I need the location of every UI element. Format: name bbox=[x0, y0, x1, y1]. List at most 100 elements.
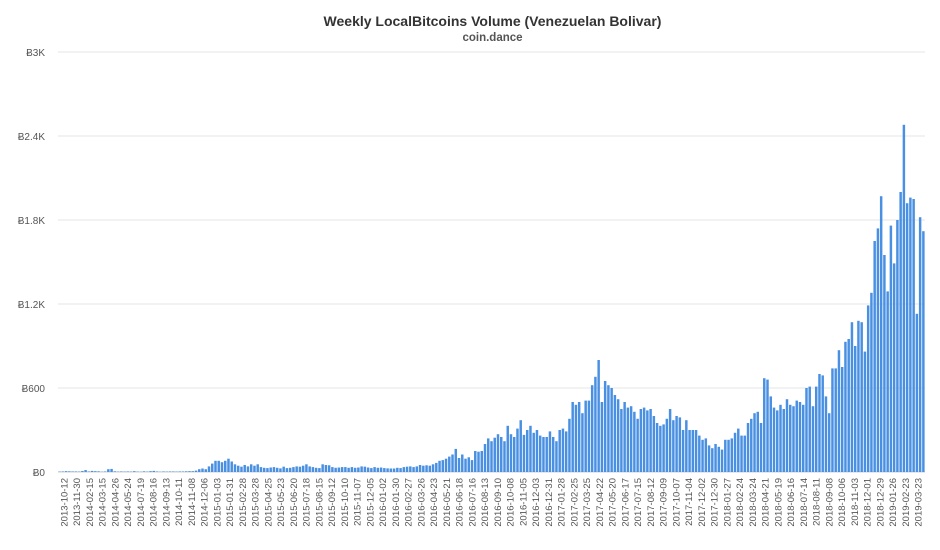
bar bbox=[227, 458, 230, 472]
bar bbox=[889, 225, 893, 472]
bar bbox=[464, 458, 467, 472]
bar bbox=[454, 448, 458, 472]
bar bbox=[665, 418, 669, 472]
bar bbox=[334, 467, 337, 472]
bar bbox=[879, 196, 883, 472]
bar bbox=[818, 374, 821, 472]
bar bbox=[685, 420, 688, 472]
bar bbox=[204, 469, 207, 472]
bar bbox=[500, 437, 503, 472]
bar bbox=[305, 464, 308, 472]
bar bbox=[61, 471, 65, 472]
x-tick-label: 2014-10-11 bbox=[174, 478, 185, 526]
bar bbox=[314, 467, 318, 472]
bar bbox=[909, 197, 912, 472]
bar bbox=[181, 471, 185, 472]
x-tick-label: 2014-08-16 bbox=[149, 478, 160, 527]
x-tick-label: 2014-02-15 bbox=[85, 478, 96, 527]
bar bbox=[691, 430, 695, 472]
bar bbox=[399, 468, 402, 472]
bar bbox=[451, 454, 454, 472]
bar bbox=[610, 388, 613, 472]
bar bbox=[477, 451, 480, 472]
x-tick-label: 2018-07-14 bbox=[799, 478, 810, 527]
bar bbox=[597, 360, 600, 472]
bar bbox=[811, 406, 815, 472]
bar bbox=[133, 471, 136, 472]
x-tick-label: 2016-09-10 bbox=[493, 478, 504, 527]
x-tick-label: 2015-05-23 bbox=[276, 478, 287, 527]
bar bbox=[636, 418, 639, 472]
bar bbox=[230, 461, 233, 472]
bar bbox=[337, 467, 341, 472]
bar bbox=[236, 465, 240, 472]
bar bbox=[74, 471, 78, 472]
bar bbox=[548, 431, 552, 472]
bar bbox=[435, 462, 438, 472]
bar bbox=[789, 404, 792, 472]
bar bbox=[840, 367, 844, 472]
x-tick-label: 2016-11-05 bbox=[518, 478, 529, 526]
bar bbox=[730, 438, 734, 472]
x-tick-label: 2017-06-17 bbox=[620, 478, 631, 527]
bar bbox=[688, 430, 691, 472]
x-tick-label: 2014-04-26 bbox=[110, 478, 121, 527]
bar bbox=[876, 228, 880, 472]
bar bbox=[561, 428, 565, 472]
bar bbox=[223, 460, 227, 472]
x-tick-label: 2016-05-21 bbox=[442, 478, 453, 527]
bar bbox=[516, 428, 519, 472]
bar bbox=[899, 192, 902, 472]
x-tick-label: 2016-03-26 bbox=[416, 478, 427, 527]
bar bbox=[743, 435, 747, 472]
bar bbox=[318, 468, 321, 472]
x-tick-label: 2018-12-01 bbox=[863, 478, 874, 527]
bar bbox=[152, 470, 156, 472]
bar bbox=[191, 471, 194, 472]
x-tick-label: 2017-07-15 bbox=[633, 478, 644, 527]
x-tick-label: 2019-01-26 bbox=[888, 478, 899, 527]
bar bbox=[107, 469, 110, 472]
x-tick-label: 2018-05-19 bbox=[773, 478, 784, 527]
bar bbox=[392, 468, 396, 472]
bar bbox=[269, 467, 272, 472]
bar bbox=[201, 468, 204, 472]
bar bbox=[525, 430, 529, 472]
y-tick-label: Ƀ600 bbox=[22, 384, 46, 395]
bar bbox=[363, 466, 367, 472]
bar bbox=[568, 418, 571, 472]
bar bbox=[172, 471, 175, 472]
bar bbox=[457, 458, 461, 472]
bar bbox=[194, 470, 198, 472]
bar bbox=[824, 396, 828, 472]
bar bbox=[642, 407, 646, 472]
bar bbox=[94, 471, 97, 472]
bar bbox=[162, 471, 165, 472]
bar bbox=[896, 220, 899, 472]
bar bbox=[418, 465, 422, 472]
bar bbox=[496, 434, 500, 472]
x-tick-label: 2014-12-06 bbox=[200, 478, 211, 527]
bar bbox=[84, 470, 87, 472]
bar bbox=[529, 425, 532, 472]
bar bbox=[503, 441, 506, 472]
bar bbox=[214, 460, 217, 472]
bar bbox=[662, 424, 665, 472]
bar bbox=[487, 438, 490, 472]
x-tick-label: 2017-02-25 bbox=[569, 478, 580, 527]
bar bbox=[279, 468, 282, 472]
bar bbox=[493, 437, 496, 472]
x-tick-label: 2017-01-28 bbox=[557, 478, 568, 527]
bar bbox=[652, 416, 656, 472]
bar bbox=[727, 439, 730, 472]
bar bbox=[750, 418, 753, 472]
bar bbox=[379, 467, 383, 472]
bar bbox=[211, 463, 214, 472]
bar bbox=[409, 466, 412, 472]
x-tick-label: 2018-03-24 bbox=[748, 478, 759, 527]
bar bbox=[814, 386, 818, 472]
bar bbox=[327, 465, 331, 472]
bar bbox=[805, 388, 808, 472]
bar bbox=[831, 368, 834, 472]
bar bbox=[490, 441, 493, 472]
